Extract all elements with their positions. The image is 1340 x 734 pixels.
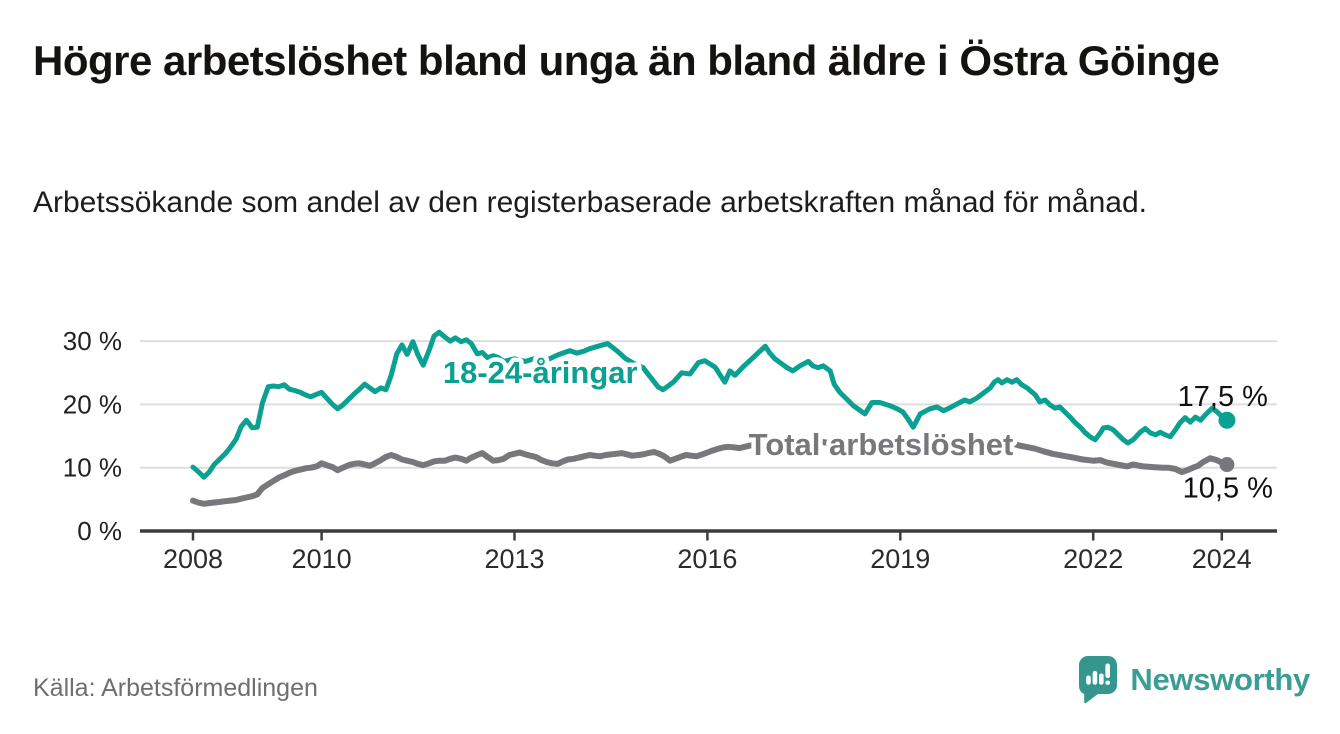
chart-subtitle: Arbetssökande som andel av den registerb…: [33, 186, 1147, 219]
end-value-label-1: 10,5 %: [1183, 473, 1273, 505]
series-label-0: 18-24-åringar: [443, 355, 638, 390]
x-tick-label-2013: 2013: [484, 544, 544, 574]
y-tick-label-20: 20 %: [63, 389, 122, 419]
x-tick-label-2024: 2024: [1192, 544, 1252, 574]
x-tick-label-2010: 2010: [292, 544, 352, 574]
series-line-0: [190, 329, 1230, 480]
newsworthy-brand: Newsworthy: [1079, 656, 1310, 704]
newsworthy-wordmark: Newsworthy: [1130, 662, 1310, 697]
y-tick-label-0: 0 %: [77, 516, 122, 546]
bar-chart-speech-bubble-icon: [1079, 656, 1118, 704]
series-label-1: Total arbetslöshet: [749, 427, 1014, 462]
end-dot-0: [1218, 411, 1236, 429]
y-tick-label-30: 30 %: [63, 326, 122, 356]
end-value-label-0: 17,5 %: [1178, 381, 1268, 413]
y-tick-label-10: 10 %: [63, 453, 122, 483]
end-dot-1: [1219, 457, 1235, 473]
x-tick-label-2019: 2019: [870, 544, 930, 574]
source-note: Källa: Arbetsförmedlingen: [33, 674, 318, 702]
x-tick-label-2008: 2008: [163, 544, 223, 574]
series-line-1: [190, 437, 1230, 507]
x-tick-label-2016: 2016: [677, 544, 737, 574]
page-title: Högre arbetslöshet bland unga än bland ä…: [33, 37, 1220, 84]
x-tick-label-2022: 2022: [1063, 544, 1123, 574]
